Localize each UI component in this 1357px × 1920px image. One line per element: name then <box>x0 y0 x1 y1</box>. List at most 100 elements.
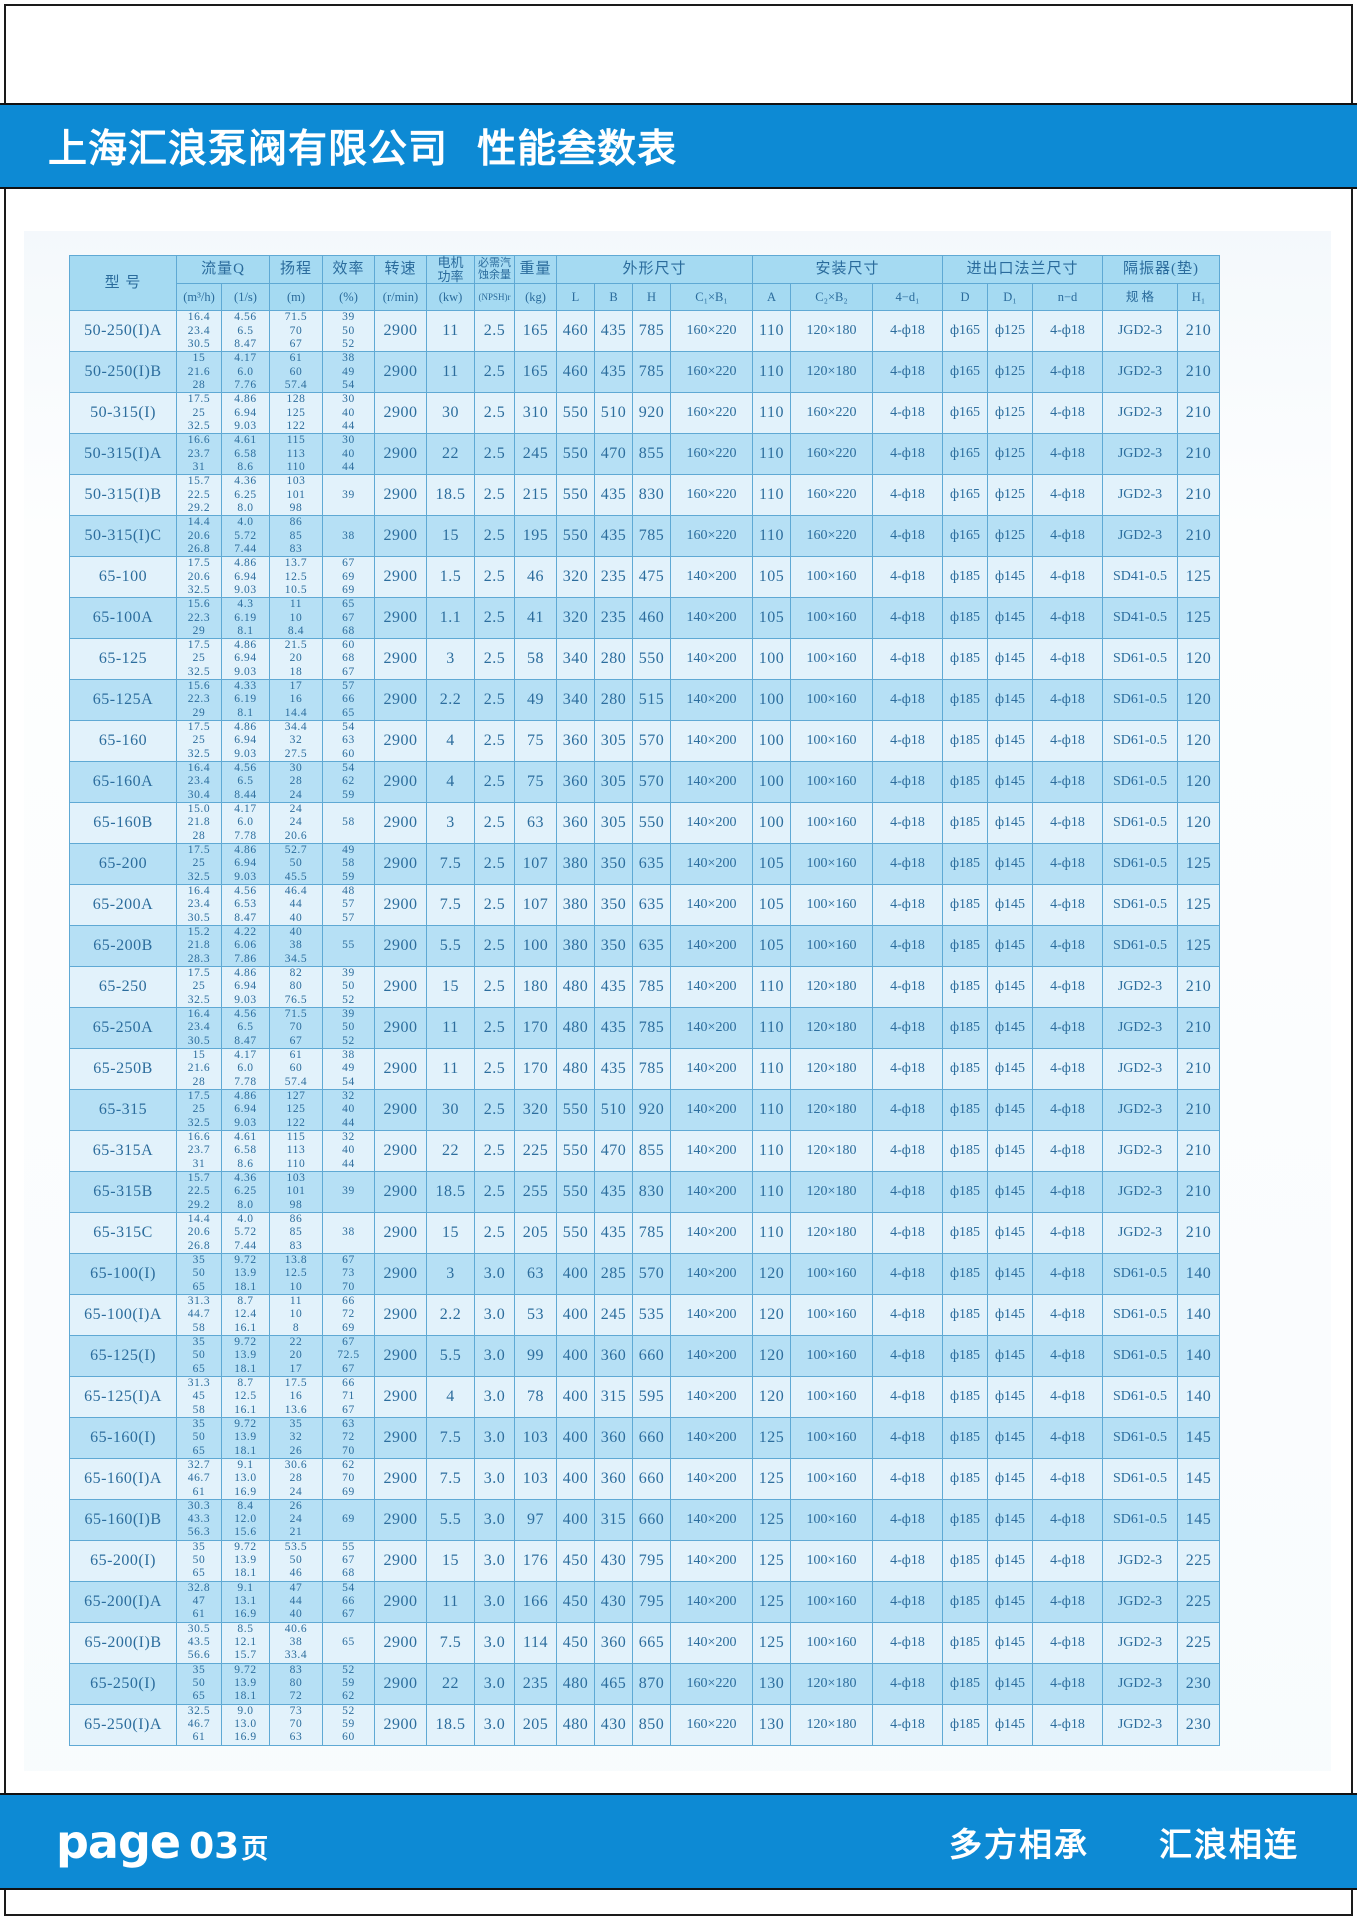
cell-4-d1: 4-ф18 <box>872 1007 943 1049</box>
unit-D1: D₁ <box>987 283 1033 312</box>
cell-npsh: 3.0 <box>474 1416 515 1459</box>
cell-speed: 2900 <box>374 1703 427 1746</box>
cell-head: 21.5 20 18 <box>269 638 323 681</box>
table-row: 65-125(I)A 31.3 45 58 8.7 12.5 16.1 17.5 16… <box>69 1375 1220 1418</box>
cell-flow-m3h: 16.6 23.7 31 <box>176 433 222 476</box>
table-row: 65-200A 16.4 23.4 30.5 4.56 6.53 8.47 46.4 … <box>69 884 1220 927</box>
performance-table-container: 型 号 流量Q 扬程 效率 转速 电机 功率 必需汽 蚀余量 重量 外形尺寸 安… <box>24 231 1331 1771</box>
header-flow: 流量Q <box>176 254 270 285</box>
cell-height: 870 <box>632 1662 671 1705</box>
cell-speed: 2900 <box>374 433 427 476</box>
cell-flow-m3h: 16.6 23.7 31 <box>176 1129 222 1172</box>
cell-head: 128 125 122 <box>269 392 323 435</box>
cell-c2xb2: 100×160 <box>790 1293 873 1336</box>
cell-head: 11 10 8.4 <box>269 597 323 640</box>
cell-head: 17.5 16 13.6 <box>269 1375 323 1418</box>
cell-4-d1: 4-ф18 <box>872 1416 943 1459</box>
cell-weight: 235 <box>514 1662 557 1705</box>
cell-flow-m3h: 32.8 47 61 <box>176 1580 222 1623</box>
cell-length: 550 <box>556 1088 595 1131</box>
cell-A: 105 <box>752 925 791 968</box>
cell-weight: 320 <box>514 1088 557 1131</box>
cell-spec: SD41-0.5 <box>1102 556 1178 599</box>
cell-motor-power: 11 <box>426 1007 475 1049</box>
cell-c1xb1: 140×200 <box>670 843 753 886</box>
cell-width: 435 <box>594 474 633 517</box>
cell-n-d: 4-ф18 <box>1032 884 1103 927</box>
cell-H1: 145 <box>1177 1416 1220 1459</box>
cell-flow-ls: 4.86 6.94 9.03 <box>221 556 270 599</box>
cell-head: 47 44 40 <box>269 1580 323 1623</box>
cell-height: 785 <box>632 310 671 353</box>
cell-c1xb1: 140×200 <box>670 966 753 1009</box>
cell-A: 110 <box>752 1048 791 1090</box>
cell-A: 110 <box>752 1129 791 1172</box>
cell-height: 785 <box>632 515 671 558</box>
cell-spec: JGD2-3 <box>1102 1662 1178 1705</box>
table-row: 65-125(I) 35 50 65 9.72 13.9 18.1 22 20 17 6… <box>69 1334 1220 1377</box>
cell-c2xb2: 120×180 <box>790 351 873 394</box>
cell-width: 430 <box>594 1539 633 1582</box>
cell-c1xb1: 140×200 <box>670 1498 753 1541</box>
cell-height: 635 <box>632 884 671 927</box>
cell-D: ф185 <box>942 679 988 722</box>
cell-speed: 2900 <box>374 1539 427 1582</box>
cell-height: 635 <box>632 843 671 886</box>
cell-speed: 2900 <box>374 1088 427 1131</box>
cell-height: 595 <box>632 1375 671 1418</box>
header-flange-dims: 进出口法兰尺寸 <box>942 254 1103 285</box>
cell-model: 65-250(I)A <box>69 1703 177 1746</box>
cell-n-d: 4-ф18 <box>1032 597 1103 640</box>
cell-n-d: 4-ф18 <box>1032 1170 1103 1213</box>
cell-c2xb2: 120×180 <box>790 1129 873 1172</box>
cell-spec: SD61-0.5 <box>1102 1334 1178 1377</box>
cell-head: 103 101 98 <box>269 1170 323 1213</box>
cell-n-d: 4-ф18 <box>1032 1129 1103 1172</box>
cell-weight: 41 <box>514 597 557 640</box>
cell-head: 46.4 44 40 <box>269 884 323 927</box>
cell-height: 795 <box>632 1580 671 1623</box>
cell-npsh: 2.5 <box>474 966 515 1009</box>
cell-4-d1: 4-ф18 <box>872 761 943 804</box>
cell-c2xb2: 100×160 <box>790 843 873 886</box>
cell-H1: 210 <box>1177 433 1220 476</box>
table-row: 65-200(I)B 30.5 43.5 56.6 8.5 12.1 15.7 40.… <box>69 1621 1220 1664</box>
cell-head: 17 16 14.4 <box>269 679 323 722</box>
cell-H1: 120 <box>1177 802 1220 845</box>
cell-npsh: 3.0 <box>474 1498 515 1541</box>
cell-A: 110 <box>752 1211 791 1254</box>
cell-motor-power: 5.5 <box>426 1334 475 1377</box>
cell-motor-power: 5.5 <box>426 1498 475 1541</box>
cell-D1: ф145 <box>987 966 1033 1009</box>
slogan-two: 汇浪相连 <box>1159 1824 1299 1864</box>
unit-width-B: B <box>594 283 633 312</box>
cell-efficiency: 39 50 52 <box>322 1007 375 1049</box>
cell-n-d: 4-ф18 <box>1032 1252 1103 1295</box>
cell-efficiency: 30 40 44 <box>322 392 375 435</box>
cell-c2xb2: 160×220 <box>790 392 873 435</box>
cell-model: 65-160A <box>69 761 177 804</box>
cell-D: ф185 <box>942 597 988 640</box>
cell-flow-ls: 4.86 6.94 9.03 <box>221 638 270 681</box>
cell-efficiency: 48 57 57 <box>322 884 375 927</box>
cell-flow-ls: 4.86 6.94 9.03 <box>221 1088 270 1131</box>
table-row: 65-160A 16.4 23.4 30.4 4.56 6.5 8.44 30 28 … <box>69 761 1220 804</box>
cell-c2xb2: 160×220 <box>790 433 873 476</box>
cell-width: 280 <box>594 679 633 722</box>
cell-length: 340 <box>556 679 595 722</box>
cell-c2xb2: 100×160 <box>790 597 873 640</box>
cell-speed: 2900 <box>374 1375 427 1418</box>
cell-speed: 2900 <box>374 310 427 353</box>
cell-length: 320 <box>556 597 595 640</box>
header-speed: 转速 <box>374 254 427 285</box>
cell-head: 11 10 8 <box>269 1293 323 1336</box>
cell-D1: ф145 <box>987 1539 1033 1582</box>
table-row: 65-250A 16.4 23.4 30.5 4.56 6.5 8.47 71.5 7… <box>69 1007 1220 1049</box>
cell-H1: 125 <box>1177 925 1220 968</box>
cell-motor-power: 11 <box>426 1048 475 1090</box>
cell-length: 400 <box>556 1416 595 1459</box>
cell-flow-m3h: 15.7 22.5 29.2 <box>176 474 222 517</box>
cell-weight: 165 <box>514 351 557 394</box>
cell-D: ф185 <box>942 925 988 968</box>
cell-4-d1: 4-ф18 <box>872 1457 943 1500</box>
